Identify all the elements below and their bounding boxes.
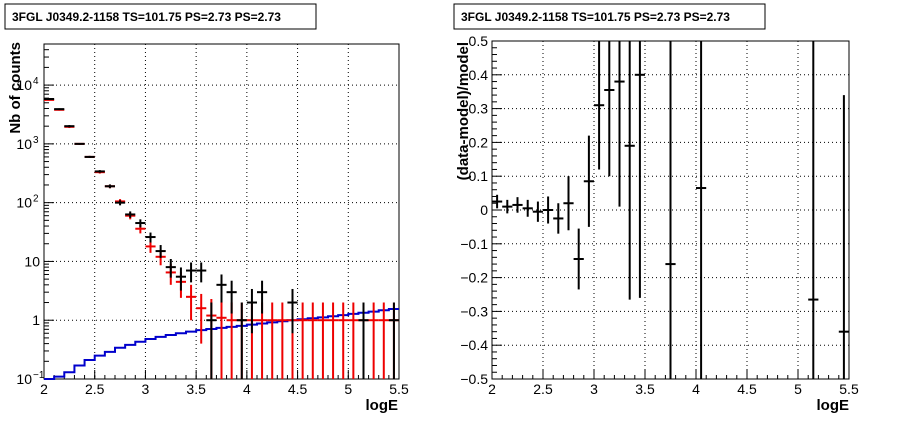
- residual-title-box: [453, 3, 766, 30]
- y-tick-label: 1: [32, 312, 40, 328]
- x-tick-label: 5.5: [839, 381, 859, 397]
- x-tick-label: 3: [142, 381, 150, 397]
- y-tick-label: 10: [16, 371, 32, 387]
- x-tick-label: 4.5: [737, 381, 757, 397]
- x-tick-label: 2: [40, 381, 48, 397]
- y-tick-label: 10: [16, 195, 32, 211]
- x-tick-label: 5: [794, 381, 802, 397]
- residual-series: [492, 41, 849, 379]
- counts-axis-ticks: [43, 43, 400, 380]
- y-tick-label: −0.4: [460, 337, 488, 353]
- x-tick-label: 5.5: [389, 381, 409, 397]
- model-series: [44, 98, 399, 379]
- x-tick-label: 2: [488, 381, 496, 397]
- residual-x-axis-label: logE: [817, 397, 850, 414]
- x-tick-label: 3.5: [186, 381, 206, 397]
- x-tick-label: 5: [344, 381, 352, 397]
- y-tick-label: 0.1: [469, 168, 489, 184]
- data-series: [44, 97, 399, 379]
- y-tick-exponent: 4: [33, 76, 39, 87]
- y-tick-label: 10: [16, 77, 32, 93]
- counts-panel: 3FGL J0349.2-1158 TS=101.75 PS=2.73 PS=2…: [4, 3, 409, 414]
- y-tick-exponent: −1: [33, 370, 45, 381]
- residual-x-tick-labels: 2 2.5 3 3.5 4 4.5 5 5.5: [488, 381, 859, 397]
- counts-title-box: [4, 3, 317, 30]
- y-tick-label: 0: [480, 202, 488, 218]
- x-tick-label: 2.5: [85, 381, 105, 397]
- y-tick-label: −0.2: [460, 270, 488, 286]
- counts-x-tick-labels: 2 2.5 3 3.5 4 4.5 5 5.5: [40, 381, 409, 397]
- x-tick-label: 4.5: [288, 381, 308, 397]
- x-tick-label: 3.5: [635, 381, 655, 397]
- y-tick-label: −0.5: [460, 371, 488, 387]
- y-tick-label: 0.2: [469, 134, 489, 150]
- y-tick-label: 10: [24, 253, 40, 269]
- y-tick-label: 0.4: [469, 67, 489, 83]
- counts-y-axis-label: Nb of counts: [7, 42, 24, 134]
- counts-x-axis-label: logE: [366, 397, 399, 414]
- y-tick-label: 0.3: [469, 101, 489, 117]
- x-tick-label: 4: [692, 381, 700, 397]
- x-tick-label: 4: [243, 381, 251, 397]
- residual-y-axis-label: (data-model)/model: [455, 42, 472, 180]
- x-tick-label: 2.5: [533, 381, 553, 397]
- counts-title: 3FGL J0349.2-1158 TS=101.75 PS=2.73 PS=2…: [12, 10, 281, 24]
- residual-y-tick-labels: −0.5 −0.4 −0.3 −0.2 −0.1 0 0.1 0.2 0.3 0.4 0.5: [460, 33, 488, 387]
- y-tick-exponent: 2: [33, 194, 39, 205]
- y-tick-label: 0.5: [469, 33, 489, 49]
- residual-title: 3FGL J0349.2-1158 TS=101.75 PS=2.73 PS=2…: [461, 10, 730, 24]
- y-tick-label: −0.3: [460, 303, 488, 319]
- y-tick-exponent: 3: [33, 135, 39, 146]
- residual-panel: 3FGL J0349.2-1158 TS=101.75 PS=2.73 PS=2…: [453, 3, 859, 414]
- y-tick-label: −0.1: [460, 236, 488, 252]
- residual-axis-ticks: [491, 40, 850, 380]
- y-tick-label: 10: [16, 136, 32, 152]
- x-tick-label: 3: [590, 381, 598, 397]
